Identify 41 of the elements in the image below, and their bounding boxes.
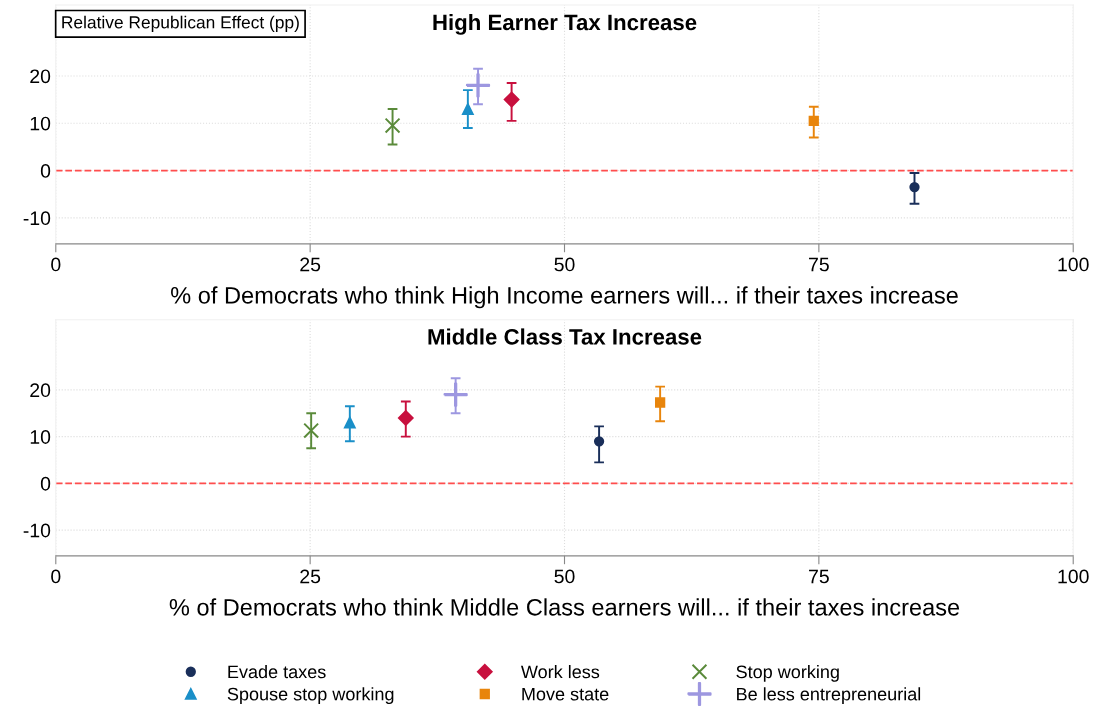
point [443,382,468,407]
point [593,436,605,447]
y-tick-label: 0 [40,476,51,491]
legend-label: Be less entrepreneurial [737,687,921,705]
y-tick-label: 10 [30,116,51,131]
point [384,117,401,134]
point [909,181,920,193]
y-tick-label: 0 [40,164,51,178]
legend-label: Evade taxes [228,664,326,679]
point [397,410,414,426]
x-tick-label: 50 [554,569,575,584]
legend-label: Spouse stop working [227,687,394,705]
point [344,416,356,429]
chart-title: Middle Class Tax Increase [428,328,702,345]
point [303,422,320,439]
point [808,115,819,127]
x-tick-label: 75 [809,257,829,272]
y-axis-title: Relative Republican Effect (pp) [62,15,299,32]
point [462,103,474,115]
legend-label: Work less [520,664,600,679]
y-tick-label: 20 [30,383,51,398]
x-tick-label: 25 [300,569,321,584]
x-tick-label: 100 [1058,257,1089,272]
y-tick-label: 20 [30,69,51,84]
legend-label: Move state [522,687,609,701]
legend-label: Stop working [736,664,839,682]
x-tick-label: 0 [51,257,61,272]
x-tick-label: 100 [1058,569,1089,584]
point [503,91,520,108]
y-tick-label: -10 [23,211,51,226]
point [465,73,491,98]
chart-title: High Earner Tax Increase [433,13,697,35]
y-tick-label: -10 [23,523,51,538]
x-tick-label: 50 [554,257,575,272]
x-tick-label: 0 [51,569,61,584]
x-axis-title: % of Democrats who think Middle Class earners will... if their taxes increase [169,598,960,616]
x-tick-label: 75 [809,569,829,584]
x-axis-title: % of Democrats who think High Income earners will... if their taxes increase [171,286,958,309]
y-tick-label: 10 [30,430,51,444]
x-tick-label: 25 [300,257,321,272]
point [655,397,666,408]
